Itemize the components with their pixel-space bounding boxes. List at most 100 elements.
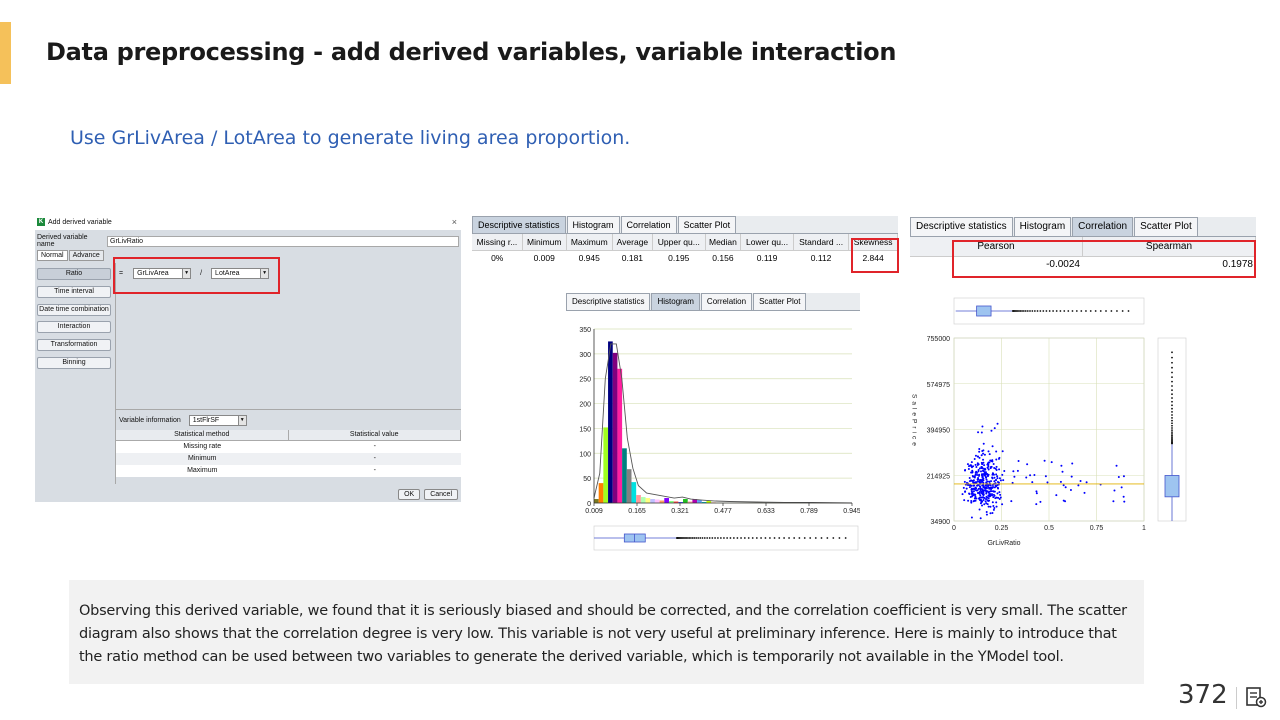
top-boxplot-outlier xyxy=(1089,310,1092,312)
histogram-bar xyxy=(608,341,613,503)
scatter-point xyxy=(983,496,986,499)
scatter-point xyxy=(977,487,980,490)
scatter-point xyxy=(980,454,983,457)
tab-normal[interactable]: Normal xyxy=(37,250,68,261)
tab-advance[interactable]: Advance xyxy=(68,250,104,261)
tab-scatter-plot[interactable]: Scatter Plot xyxy=(753,293,807,310)
tab-correlation[interactable]: Correlation xyxy=(620,216,677,233)
method-date-time-combination-button[interactable]: Date time combination xyxy=(37,304,111,316)
column-header: Pearson xyxy=(910,237,1083,256)
ok-button[interactable]: OK xyxy=(398,489,421,500)
dialog-titlebar: K Add derived variable xyxy=(35,214,461,230)
method-binning-button[interactable]: Binning xyxy=(37,357,111,369)
variable-info-select[interactable]: 1stFlrSF ▼ xyxy=(188,415,247,426)
scatter-point xyxy=(1016,469,1019,472)
method-transformation-button[interactable]: Transformation xyxy=(37,339,111,351)
tab-scatter-plot[interactable]: Scatter Plot xyxy=(1134,217,1198,236)
scatter-point xyxy=(978,447,981,450)
derived-name-input[interactable]: GrLivRatio xyxy=(107,235,459,247)
scatter-point xyxy=(989,505,992,508)
outlier-point xyxy=(788,537,790,539)
scatter-point xyxy=(995,465,998,468)
scatter-point xyxy=(993,507,996,510)
numerator-select[interactable]: GrLivArea ▼ xyxy=(133,268,192,279)
tab-correlation[interactable]: Correlation xyxy=(1072,217,1134,236)
scatter-point xyxy=(1001,473,1004,476)
table-cell: 0.119 xyxy=(756,253,778,264)
scatter-point xyxy=(981,469,984,472)
formula-operator: / xyxy=(200,270,203,277)
scatter-point xyxy=(992,490,995,493)
top-boxplot-outlier xyxy=(1085,310,1087,312)
scatter-point xyxy=(976,463,979,466)
outlier-point xyxy=(708,537,711,539)
tab-histogram[interactable]: Histogram xyxy=(1013,217,1072,236)
table-cell: - xyxy=(373,443,376,450)
scatter-point xyxy=(978,508,981,511)
top-boxplot-outlier xyxy=(1026,310,1029,312)
top-boxplot-outlier xyxy=(1036,310,1039,312)
method-interaction-button[interactable]: Interaction xyxy=(37,321,111,333)
outlier-point xyxy=(814,537,817,539)
method-time-interval-button[interactable]: Time interval xyxy=(37,286,111,298)
scatter-point xyxy=(980,431,983,434)
scatter-point xyxy=(984,487,987,490)
scatter-point xyxy=(981,476,984,479)
chevron-down-icon: ▼ xyxy=(260,269,269,278)
tab-correlation[interactable]: Correlation xyxy=(700,293,753,310)
close-icon[interactable]: × xyxy=(451,217,457,227)
outlier-point xyxy=(688,537,691,539)
scatter-point xyxy=(985,478,988,481)
scatter-point xyxy=(968,492,971,495)
x-tick-label: 0.165 xyxy=(628,508,646,515)
scatter-point xyxy=(978,485,981,488)
tab-descriptive-statistics[interactable]: Descriptive statistics xyxy=(910,217,1013,236)
scatter-point xyxy=(978,497,981,500)
denominator-select[interactable]: LotArea ▼ xyxy=(211,268,270,279)
scatter-point xyxy=(997,496,1000,499)
scatter-point xyxy=(983,453,986,456)
column-header: Statistical value xyxy=(289,430,461,440)
y-tick-label: 350 xyxy=(579,327,591,334)
scatter-point xyxy=(968,480,971,483)
table-cell: 0.112 xyxy=(810,253,832,264)
table-cell: - xyxy=(373,467,376,474)
scatter-point xyxy=(999,496,1002,499)
top-boxplot-outlier xyxy=(1063,310,1066,312)
histogram-bar xyxy=(664,498,669,503)
right-boxplot-outlier xyxy=(1171,380,1173,383)
method-ratio-button[interactable]: Ratio xyxy=(37,268,111,280)
top-boxplot-outlier xyxy=(1121,310,1124,312)
table-cell: Missing rate xyxy=(183,443,222,450)
top-boxplot-outlier xyxy=(1071,310,1074,312)
x-tick-label: 0.5 xyxy=(1044,525,1054,532)
histogram-bar xyxy=(617,368,623,503)
tab-histogram[interactable]: Histogram xyxy=(651,293,700,310)
scatter-point xyxy=(996,486,999,489)
table-cell: Maximum xyxy=(187,467,218,474)
scatter-point xyxy=(974,493,977,496)
scatter-point xyxy=(975,481,978,484)
scatter-point xyxy=(973,476,976,479)
right-boxplot-outlier xyxy=(1171,422,1173,425)
scatter-point xyxy=(992,508,995,511)
y-tick-label: 755000 xyxy=(927,336,950,343)
scatter-point xyxy=(976,455,979,458)
tab-histogram[interactable]: Histogram xyxy=(566,216,620,233)
tab-scatter-plot[interactable]: Scatter Plot xyxy=(677,216,737,233)
tab-descriptive-statistics[interactable]: Descriptive statistics xyxy=(566,293,651,310)
scatter-point xyxy=(977,431,980,434)
scatter-point xyxy=(996,484,999,487)
tab-descriptive-statistics[interactable]: Descriptive statistics xyxy=(472,216,566,233)
scatter-point xyxy=(971,479,974,482)
right-boxplot-outlier xyxy=(1171,376,1173,379)
right-boxplot-outlier xyxy=(1171,356,1173,359)
right-boxplot-outlier xyxy=(1171,400,1173,403)
notes-icon[interactable] xyxy=(1244,685,1268,709)
outlier-point xyxy=(769,537,771,539)
cancel-button[interactable]: Cancel xyxy=(424,489,458,500)
scatter-point xyxy=(996,492,999,495)
scatter-point xyxy=(995,473,998,476)
scatter-point xyxy=(982,442,985,445)
outlier-point xyxy=(723,537,725,539)
